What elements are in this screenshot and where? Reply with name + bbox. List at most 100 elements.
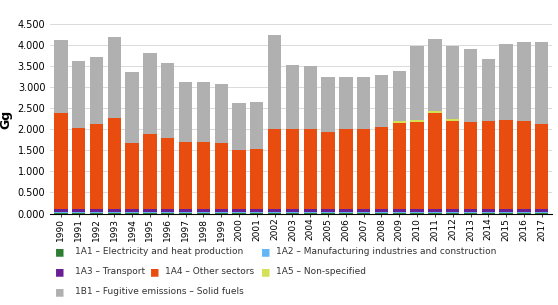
Bar xyxy=(143,209,157,212)
Bar xyxy=(464,209,477,212)
Bar xyxy=(339,209,353,212)
Bar xyxy=(482,212,495,213)
Bar xyxy=(286,129,299,209)
Bar xyxy=(90,124,103,209)
Bar xyxy=(499,209,513,212)
Bar xyxy=(161,63,175,138)
Bar xyxy=(268,129,281,209)
Bar xyxy=(72,61,85,128)
Bar xyxy=(393,121,406,123)
Text: ■: ■ xyxy=(262,265,270,278)
Bar xyxy=(517,121,531,209)
Bar xyxy=(232,150,246,209)
Bar xyxy=(286,65,299,129)
Bar xyxy=(214,84,228,143)
Bar xyxy=(304,209,317,212)
Bar xyxy=(428,209,441,212)
Bar xyxy=(410,212,424,213)
Bar xyxy=(482,209,495,212)
Bar xyxy=(179,209,193,212)
Bar xyxy=(535,42,549,124)
Bar xyxy=(393,212,406,213)
Bar xyxy=(357,77,371,129)
Bar xyxy=(161,138,175,209)
Bar xyxy=(196,212,210,213)
Y-axis label: Gg: Gg xyxy=(0,109,12,128)
Bar xyxy=(126,209,139,212)
Bar xyxy=(108,38,121,118)
Bar xyxy=(90,57,103,124)
Bar xyxy=(393,71,406,121)
Bar xyxy=(250,149,263,209)
Bar xyxy=(446,119,459,121)
Text: ■: ■ xyxy=(151,265,158,278)
Text: 1A5 – Non-specified: 1A5 – Non-specified xyxy=(276,267,366,276)
Text: 1A4 – Other sectors: 1A4 – Other sectors xyxy=(165,267,254,276)
Text: ■: ■ xyxy=(262,245,270,258)
Bar xyxy=(339,77,353,129)
Bar xyxy=(357,209,371,212)
Bar xyxy=(410,122,424,209)
Bar xyxy=(499,120,513,209)
Bar xyxy=(410,209,424,212)
Bar xyxy=(268,212,281,213)
Bar xyxy=(375,212,388,213)
Bar xyxy=(321,212,335,213)
Text: ■: ■ xyxy=(56,245,63,258)
Bar xyxy=(54,113,68,209)
Bar xyxy=(250,212,263,213)
Bar xyxy=(428,212,441,213)
Bar xyxy=(535,209,549,212)
Bar xyxy=(161,209,175,212)
Bar xyxy=(339,129,353,209)
Bar xyxy=(375,127,388,209)
Bar xyxy=(428,111,441,113)
Bar xyxy=(214,143,228,209)
Bar xyxy=(304,66,317,129)
Bar xyxy=(482,121,495,209)
Bar xyxy=(72,212,85,213)
Bar xyxy=(446,121,459,209)
Bar xyxy=(196,209,210,212)
Bar xyxy=(268,209,281,212)
Bar xyxy=(304,129,317,209)
Bar xyxy=(464,49,477,122)
Bar xyxy=(446,209,459,212)
Bar xyxy=(268,35,281,129)
Bar xyxy=(214,212,228,213)
Bar xyxy=(143,53,157,135)
Text: ■: ■ xyxy=(56,265,63,278)
Bar xyxy=(428,39,441,111)
Bar xyxy=(393,123,406,209)
Bar xyxy=(54,212,68,213)
Bar xyxy=(535,212,549,213)
Bar xyxy=(357,129,371,209)
Bar xyxy=(126,72,139,143)
Bar xyxy=(321,77,335,131)
Bar xyxy=(214,209,228,212)
Text: 1A3 – Transport: 1A3 – Transport xyxy=(75,267,146,276)
Bar xyxy=(321,209,335,212)
Bar xyxy=(126,212,139,213)
Bar xyxy=(286,209,299,212)
Bar xyxy=(143,212,157,213)
Bar xyxy=(54,40,68,113)
Bar xyxy=(179,212,193,213)
Bar xyxy=(286,212,299,213)
Bar xyxy=(446,212,459,213)
Bar xyxy=(410,46,424,120)
Bar xyxy=(321,131,335,209)
Bar xyxy=(161,212,175,213)
Bar xyxy=(393,209,406,212)
Bar xyxy=(232,212,246,213)
Bar xyxy=(499,44,513,120)
Bar xyxy=(517,212,531,213)
Bar xyxy=(108,118,121,209)
Bar xyxy=(250,102,263,149)
Bar xyxy=(108,212,121,213)
Bar xyxy=(232,103,246,150)
Bar xyxy=(250,209,263,212)
Bar xyxy=(464,212,477,213)
Bar xyxy=(464,122,477,209)
Bar xyxy=(126,143,139,209)
